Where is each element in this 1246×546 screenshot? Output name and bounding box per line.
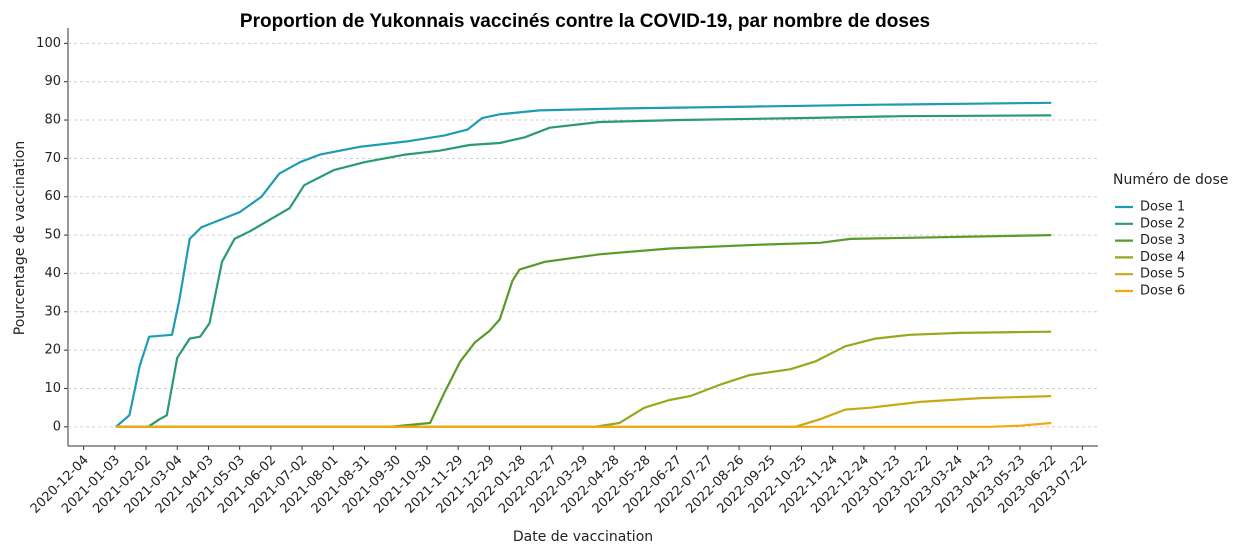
line: [115, 395, 1052, 428]
line: [115, 101, 1052, 428]
chart-title: Proportion de Yukonnais vaccinés contre …: [240, 11, 930, 32]
y-tick-label: 40: [44, 266, 61, 281]
y-tick-label: 30: [44, 304, 61, 319]
legend-label: Dose 1: [1140, 200, 1185, 215]
x-axis-label: Date de vaccination: [513, 529, 653, 545]
y-tick-label: 70: [44, 151, 61, 166]
legend-label: Dose 4: [1140, 250, 1185, 265]
y-tick-label: 90: [44, 74, 61, 89]
y-tick-label: 0: [53, 419, 61, 434]
y-tick-label: 80: [44, 113, 61, 128]
line: [115, 421, 1052, 428]
y-axis-label: Pourcentage de vaccination: [12, 141, 28, 335]
legend-label: Dose 3: [1140, 233, 1185, 248]
legend-label: Dose 2: [1140, 216, 1185, 231]
line: [115, 114, 1052, 428]
line: [115, 330, 1052, 428]
legend-label: Dose 5: [1140, 267, 1185, 282]
y-tick-label: 60: [44, 189, 61, 204]
line: [115, 234, 1052, 428]
y-tick-label: 20: [44, 343, 61, 358]
legend-label: Dose 6: [1140, 284, 1185, 299]
y-tick-label: 50: [44, 228, 61, 243]
y-tick-label: 10: [44, 381, 61, 396]
legend-title: Numéro de dose: [1113, 172, 1228, 188]
y-tick-label: 100: [36, 36, 61, 51]
